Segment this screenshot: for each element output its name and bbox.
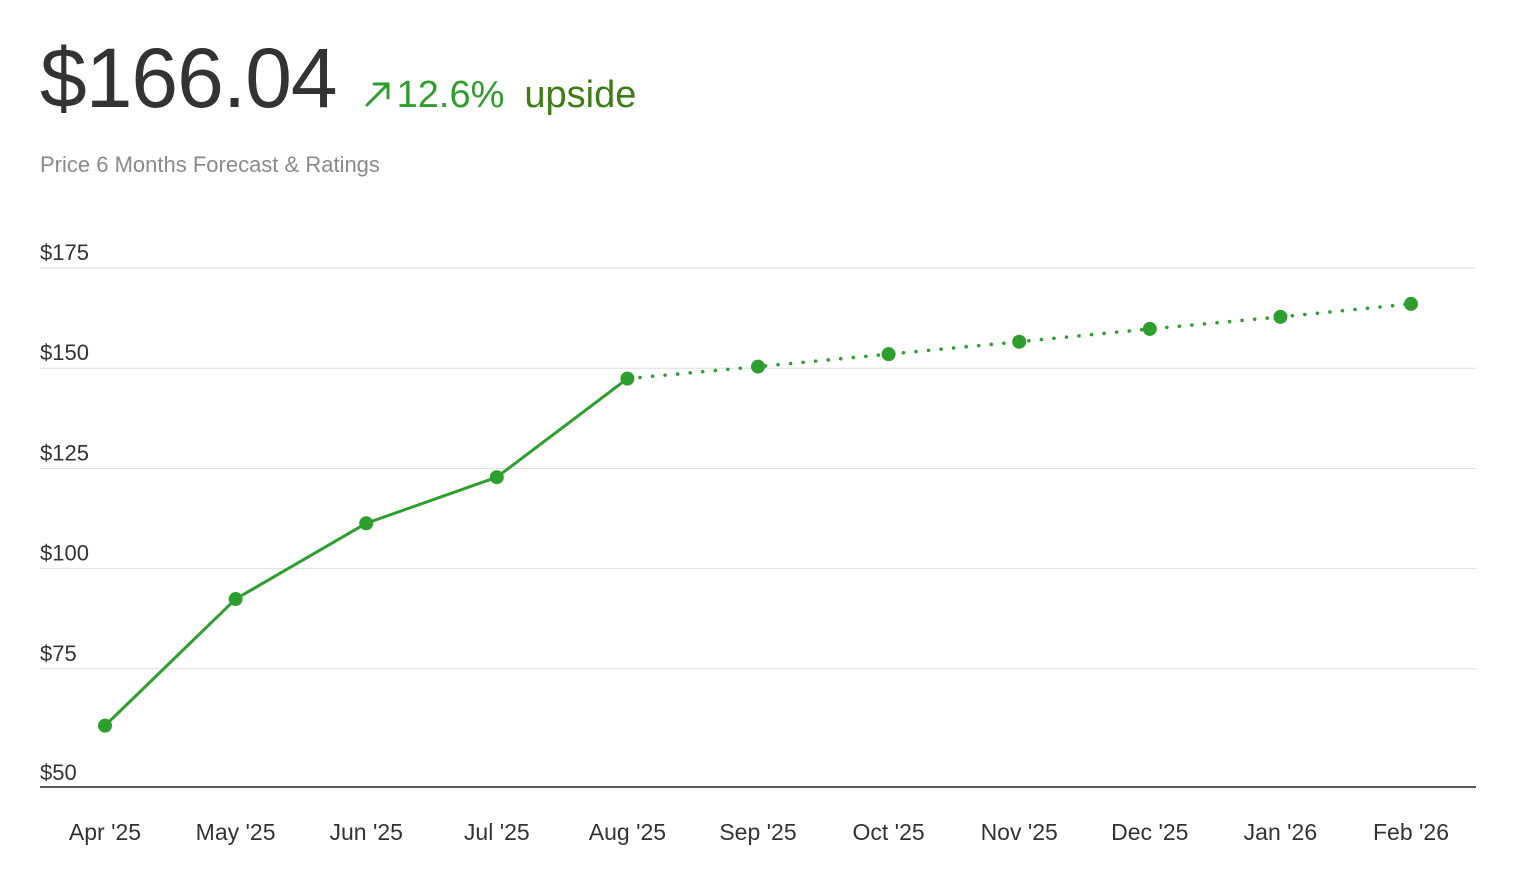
x-tick-label: Jan '26 <box>1244 819 1317 845</box>
y-tick-label: $100 <box>40 541 89 566</box>
x-tick-label: Jun '25 <box>329 819 402 845</box>
data-point <box>98 718 112 733</box>
x-tick-label: Aug '25 <box>589 819 666 845</box>
data-point <box>1273 309 1288 324</box>
chart-subtitle: Price 6 Months Forecast & Ratings <box>40 152 380 177</box>
x-tick-label: May '25 <box>196 819 276 845</box>
data-point <box>1142 321 1157 336</box>
y-tick-label: $175 <box>40 240 89 265</box>
data-point <box>489 470 504 485</box>
data-point <box>359 516 374 531</box>
y-axis-ticks: $175 $150 $125 $100 $75 $50 <box>40 240 89 785</box>
data-point <box>620 371 635 386</box>
current-price: $166.04 <box>40 31 338 125</box>
y-tick-label: $50 <box>40 760 77 785</box>
price-header: $166.04 12.6% upside <box>40 36 636 120</box>
x-tick-label: Apr '25 <box>69 819 141 845</box>
x-tick-label: Sep '25 <box>719 819 796 845</box>
x-tick-label: Nov '25 <box>981 819 1058 845</box>
y-tick-label: $75 <box>40 641 77 666</box>
change-label: upside <box>524 74 637 116</box>
x-tick-label: Feb '26 <box>1373 819 1449 845</box>
data-points <box>98 296 1418 733</box>
data-point <box>1404 296 1418 311</box>
data-point <box>751 359 765 374</box>
arrow-up-right-icon <box>365 82 390 107</box>
grid-lines <box>40 267 1476 670</box>
x-axis-ticks: Apr '25 May '25 Jun '25 Jul '25 Aug '25 Sep '… <box>69 819 1449 845</box>
x-tick-label: Jul '25 <box>464 819 530 845</box>
change-percent: 12.6% <box>396 74 505 116</box>
price-change: 12.6% <box>363 74 505 117</box>
data-point <box>228 592 243 607</box>
x-tick-label: Dec '25 <box>1111 819 1188 845</box>
x-tick-label: Oct '25 <box>853 819 925 845</box>
y-tick-label: $150 <box>40 340 89 365</box>
data-point <box>881 347 896 362</box>
y-tick-label: $125 <box>40 440 89 465</box>
history-line <box>103 377 629 728</box>
data-point <box>1012 334 1027 349</box>
